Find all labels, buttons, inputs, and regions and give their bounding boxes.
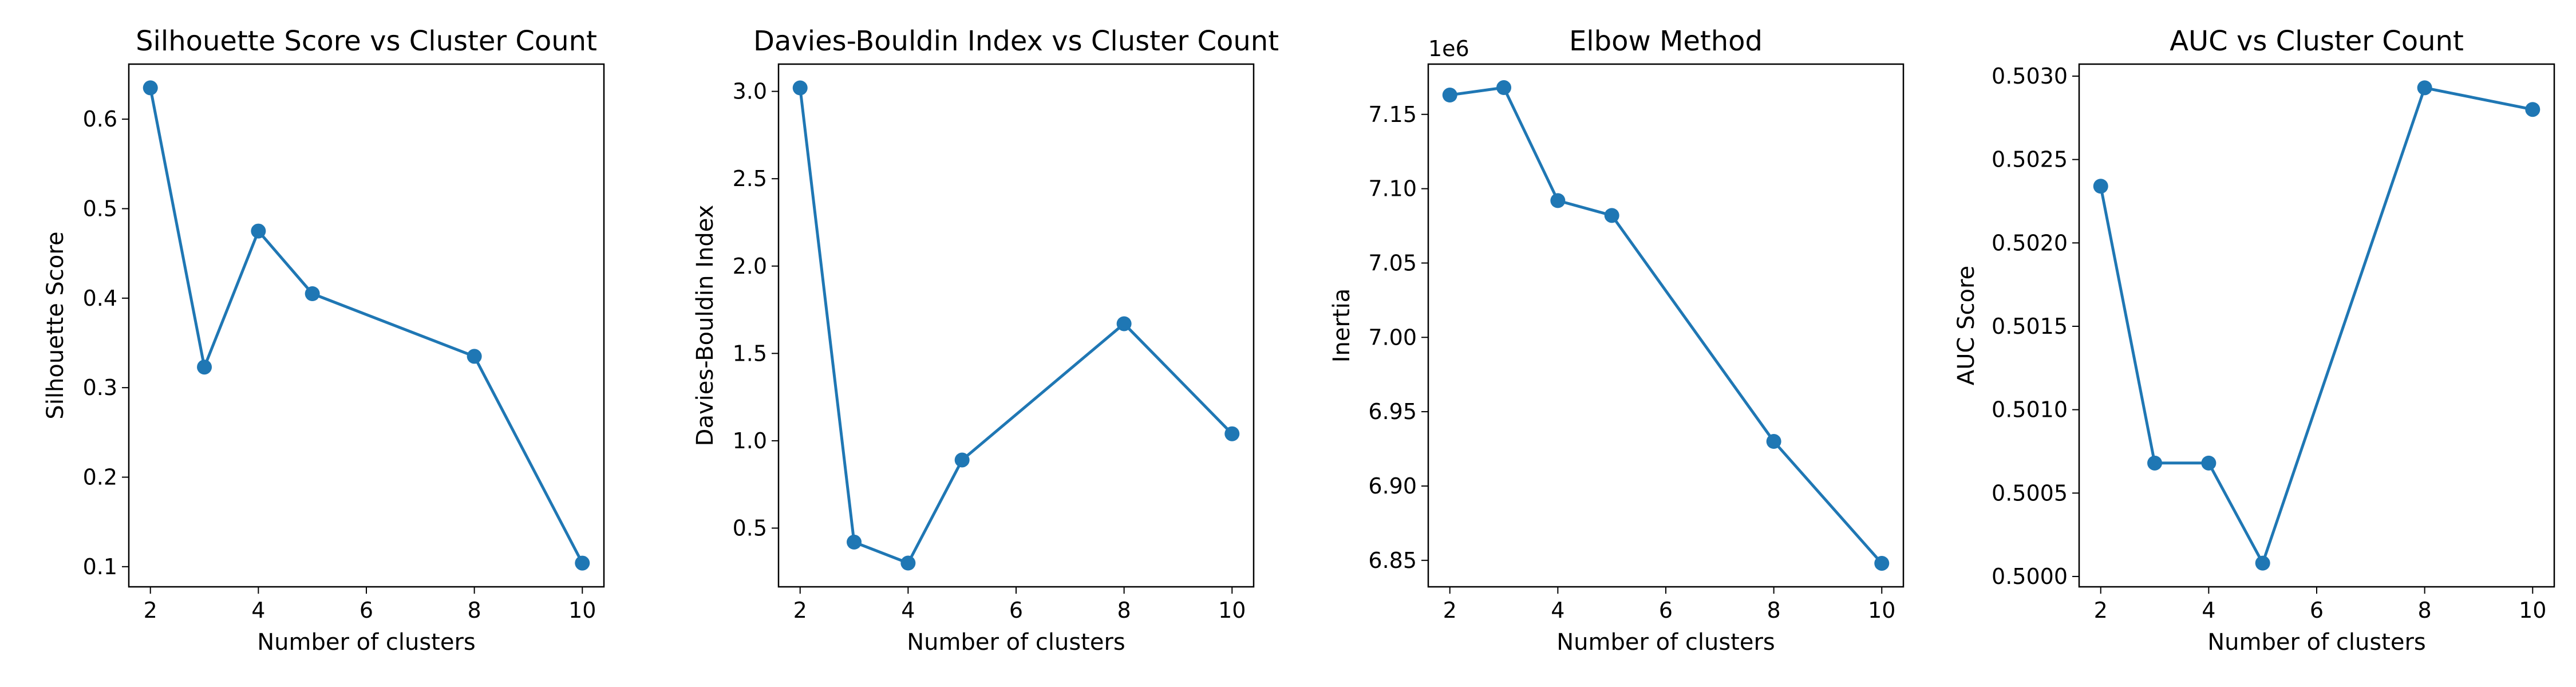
y-tick-label: 0.3 bbox=[83, 375, 117, 400]
y-tick-label: 6.95 bbox=[1368, 399, 1417, 424]
y-tick-label: 7.10 bbox=[1368, 176, 1417, 202]
y-axis-label: Davies-Bouldin Index bbox=[692, 205, 718, 447]
chart-title: Silhouette Score vs Cluster Count bbox=[136, 25, 597, 57]
y-axis-label: AUC Score bbox=[1953, 266, 1980, 385]
x-tick-label: 8 bbox=[1767, 598, 1781, 623]
chart-title: Davies-Bouldin Index vs Cluster Count bbox=[753, 25, 1279, 57]
y-tick-label: 0.5 bbox=[83, 196, 117, 221]
x-tick-label: 2 bbox=[144, 598, 157, 623]
axis-offset-label: 1e6 bbox=[1428, 36, 1469, 61]
x-tick-label: 4 bbox=[251, 598, 265, 623]
plot-frame bbox=[777, 63, 1255, 588]
series-line bbox=[149, 87, 584, 564]
x-tick-label: 6 bbox=[359, 598, 373, 623]
chart-title: AUC vs Cluster Count bbox=[2170, 25, 2464, 57]
data-point bbox=[2525, 102, 2541, 117]
y-tick-label: 0.5030 bbox=[1992, 64, 2068, 89]
data-point bbox=[1224, 426, 1240, 441]
chart-panel-4: AUC vs Cluster Count 2 4 6 8 10 0.5000 0.5005 0.… bbox=[1953, 25, 2555, 656]
chart-panel-2: Davies-Bouldin Index vs Cluster Count 2 4 6… bbox=[692, 25, 1279, 656]
y-tick-label: 0.5010 bbox=[1992, 397, 2068, 423]
plot-frame bbox=[128, 63, 605, 588]
x-tick-label: 10 bbox=[568, 598, 596, 623]
x-tick-label: 8 bbox=[1117, 598, 1131, 623]
x-tick-label: 2 bbox=[1443, 598, 1457, 623]
data-point bbox=[197, 360, 212, 375]
data-point bbox=[575, 555, 590, 571]
x-tick-label: 8 bbox=[468, 598, 481, 623]
y-axis-label: Inertia bbox=[1329, 289, 1355, 363]
x-tick-label: 10 bbox=[1218, 598, 1246, 623]
data-point bbox=[792, 80, 808, 96]
y-tick-label: 0.2 bbox=[83, 464, 117, 489]
series-line bbox=[1449, 86, 1883, 564]
x-tick-label: 4 bbox=[1551, 598, 1564, 623]
y-tick-label: 2.0 bbox=[733, 254, 767, 279]
data-point bbox=[467, 349, 482, 364]
y-tick-label: 6.90 bbox=[1368, 473, 1417, 499]
data-point bbox=[1442, 88, 1457, 103]
y-tick-label: 0.5025 bbox=[1992, 147, 2068, 172]
x-tick-label: 2 bbox=[793, 598, 807, 623]
y-tick-label: 2.5 bbox=[733, 166, 767, 191]
series-line bbox=[799, 88, 1234, 564]
x-tick-label: 2 bbox=[2094, 598, 2108, 623]
data-point bbox=[143, 80, 158, 96]
data-point bbox=[2255, 555, 2270, 571]
data-point bbox=[900, 555, 916, 571]
y-tick-label: 0.5020 bbox=[1992, 230, 2068, 255]
x-tick-label: 6 bbox=[1009, 598, 1023, 623]
x-tick-label: 8 bbox=[2418, 598, 2432, 623]
data-point bbox=[1496, 80, 1512, 96]
x-tick-label: 10 bbox=[2519, 598, 2546, 623]
data-point bbox=[954, 452, 970, 468]
x-tick-label: 6 bbox=[1659, 598, 1673, 623]
y-tick-label: 0.5 bbox=[733, 515, 767, 540]
data-point bbox=[305, 286, 320, 302]
y-tick-label: 7.00 bbox=[1368, 325, 1417, 350]
series-line bbox=[2099, 86, 2533, 565]
data-point bbox=[1550, 193, 1566, 208]
y-tick-label: 7.05 bbox=[1368, 250, 1417, 275]
x-tick-label: 4 bbox=[2202, 598, 2215, 623]
x-tick-label: 4 bbox=[901, 598, 915, 623]
y-tick-label: 1.0 bbox=[733, 428, 767, 453]
chart-panel-3: Elbow Method 2 4 6 8 10 6.85 6.90 6.95 7.00 7.05 7.… bbox=[1329, 25, 1905, 656]
data-point bbox=[251, 223, 266, 239]
y-axis-label: Silhouette Score bbox=[42, 231, 69, 419]
y-tick-label: 0.6 bbox=[83, 106, 117, 132]
x-tick-label: 6 bbox=[2310, 598, 2324, 623]
x-axis-label: Number of clusters bbox=[907, 629, 1125, 656]
y-tick-label: 0.5005 bbox=[1992, 480, 2068, 506]
chart-panel-1: Silhouette Score vs Cluster Count 2 4 6 8 10 0… bbox=[42, 25, 605, 656]
y-tick-label: 0.5015 bbox=[1992, 314, 2068, 339]
x-axis-label: Number of clusters bbox=[257, 629, 476, 656]
data-point bbox=[1766, 434, 1781, 449]
y-tick-label: 1.5 bbox=[733, 341, 767, 366]
y-tick-label: 3.0 bbox=[733, 79, 767, 104]
data-point bbox=[1116, 316, 1132, 331]
data-point bbox=[2093, 179, 2108, 194]
data-point bbox=[1874, 555, 1890, 571]
y-tick-label: 0.4 bbox=[83, 286, 117, 311]
x-tick-label: 10 bbox=[1868, 598, 1895, 623]
data-point bbox=[2147, 455, 2163, 471]
y-tick-label: 6.85 bbox=[1368, 548, 1417, 573]
data-point bbox=[1604, 208, 1619, 223]
chart-title: Elbow Method bbox=[1569, 25, 1763, 57]
plot-frame bbox=[1427, 63, 1905, 588]
plot-frame bbox=[2078, 63, 2555, 588]
x-axis-label: Number of clusters bbox=[1556, 629, 1775, 656]
y-tick-label: 0.5000 bbox=[1992, 564, 2068, 589]
y-tick-label: 0.1 bbox=[83, 554, 117, 579]
data-point bbox=[2201, 455, 2217, 471]
data-point bbox=[2417, 80, 2432, 96]
y-tick-label: 7.15 bbox=[1368, 102, 1417, 127]
x-axis-label: Number of clusters bbox=[2207, 629, 2426, 656]
data-point bbox=[847, 534, 862, 550]
